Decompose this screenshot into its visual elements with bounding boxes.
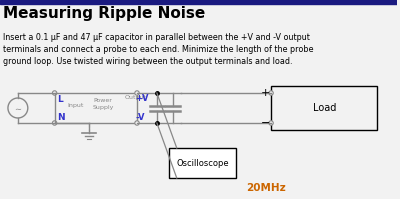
Text: Output: Output bbox=[125, 95, 147, 100]
Text: −: − bbox=[260, 118, 270, 128]
Bar bbox=[55, 93, 137, 123]
Text: +V: +V bbox=[135, 94, 148, 103]
Text: Input: Input bbox=[67, 103, 84, 108]
Circle shape bbox=[269, 121, 273, 125]
Text: ∼: ∼ bbox=[14, 104, 21, 113]
Bar bbox=[169, 148, 236, 178]
Text: Insert a 0.1 μF and 47 μF capacitor in parallel between the +V and -V output
ter: Insert a 0.1 μF and 47 μF capacitor in p… bbox=[3, 33, 314, 66]
Circle shape bbox=[52, 121, 57, 125]
Text: N: N bbox=[58, 113, 65, 122]
Text: Measuring Ripple Noise: Measuring Ripple Noise bbox=[3, 6, 205, 21]
Circle shape bbox=[135, 91, 139, 95]
Text: Load: Load bbox=[312, 103, 336, 113]
Circle shape bbox=[269, 91, 273, 95]
Bar bbox=[0, 0, 397, 4]
Text: -V: -V bbox=[135, 113, 144, 122]
Bar bbox=[271, 86, 377, 130]
Text: Power
Supply: Power Supply bbox=[92, 98, 114, 110]
Text: 20MHz: 20MHz bbox=[246, 183, 286, 193]
Text: +: + bbox=[260, 88, 270, 98]
Text: Oscilloscope: Oscilloscope bbox=[176, 158, 229, 168]
Circle shape bbox=[52, 91, 57, 95]
Circle shape bbox=[135, 121, 139, 125]
Text: L: L bbox=[58, 95, 63, 104]
